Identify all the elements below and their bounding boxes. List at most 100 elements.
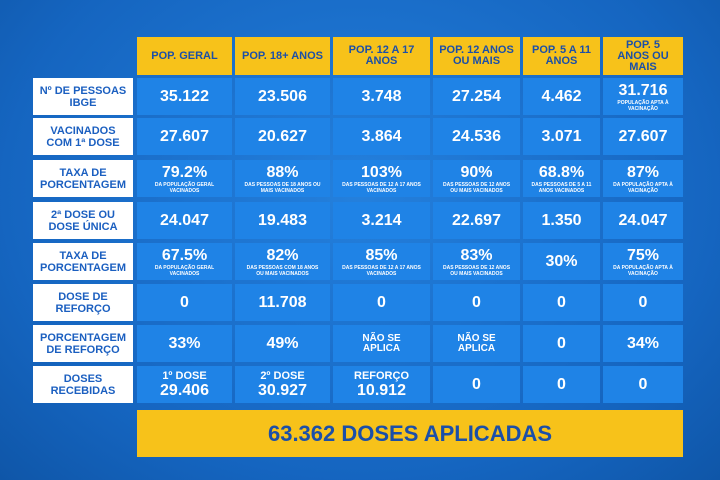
table-cell: 3.214	[333, 202, 430, 239]
table-cell: 103% DAS PESSOAS DE 12 A 17 ANOS VACINADO…	[333, 160, 430, 197]
cell-note: DAS PESSOAS COM 18 ANOS OU MAIS VACINADO…	[246, 264, 319, 277]
cell-value: 0	[377, 294, 386, 311]
cell-value: 3.864	[361, 128, 402, 145]
table-cell: 67.5% DA POPULAÇÃO GERAL VACINADOS	[137, 243, 232, 280]
cell-note: DAS PESSOAS DE 12 ANOS OU MAIS VACINADOS	[442, 181, 511, 194]
cell-value: 27.607	[160, 128, 209, 145]
cell-value: 24.047	[160, 212, 209, 229]
table-cell: 88% DAS PESSOAS DE 18 ANOS OU MAIS VACINA…	[235, 160, 330, 197]
cell-note: DAS PESSOAS DE 5 A 11 ANOS VACINADOS	[531, 181, 592, 194]
cell-value: 3.071	[541, 128, 582, 145]
table-cell: 68.8% DAS PESSOAS DE 5 A 11 ANOS VACINADO…	[523, 160, 600, 197]
cell-value: 31.716	[618, 81, 668, 99]
column-header: POP. 12 A 17 ANOS	[333, 37, 430, 75]
row-label: 2ª DOSE OU DOSE ÚNICA	[33, 202, 133, 239]
cell-value: 0	[557, 376, 566, 393]
cell-value: 24.047	[618, 212, 668, 229]
table-cell: 35.122	[137, 78, 232, 115]
table-cell: 3.071	[523, 118, 600, 155]
cell-value: 68.8%	[538, 163, 585, 181]
table-cell: 90% DAS PESSOAS DE 12 ANOS OU MAIS VACINA…	[433, 160, 520, 197]
cell-value: 11.708	[258, 294, 307, 311]
column-header: POP. 18+ ANOS	[235, 37, 330, 75]
cell-note: DA POPULAÇÃO GERAL VACINADOS	[154, 181, 215, 194]
table-cell: 1.350	[523, 202, 600, 239]
cell-value: 75%	[626, 246, 660, 264]
table-cell: 30%	[523, 243, 600, 280]
table-cell: 27.607	[603, 118, 683, 155]
table-cell: 31.716 POPULAÇÃO APTA À VACINAÇÃO	[603, 78, 683, 115]
cell-value: 4.462	[541, 88, 582, 105]
table-cell: 20.627	[235, 118, 330, 155]
cell-value: 20.627	[258, 128, 307, 145]
table-cell: 1º DOSE 29.406	[137, 366, 232, 403]
table-cell: 87% DA POPULAÇÃO APTA À VACINAÇÃO	[603, 160, 683, 197]
column-header: POP. GERAL	[137, 37, 232, 75]
cell-value: 33%	[168, 335, 201, 352]
cell-value: 29.406	[160, 381, 209, 399]
table-cell: 0	[603, 284, 683, 321]
cell-value: 0	[557, 335, 566, 352]
table-cell: NÃO SE APLICA	[433, 325, 520, 362]
cell-caption: REFORÇO	[354, 369, 409, 382]
cell-note: DA POPULAÇÃO GERAL VACINADOS	[154, 264, 215, 277]
table-cell: 0	[333, 284, 430, 321]
cell-value: 27.254	[452, 88, 501, 105]
table-cell: 0	[523, 366, 600, 403]
table-cell: 0	[523, 284, 600, 321]
cell-value: 22.697	[452, 212, 501, 229]
table-cell: 0	[433, 284, 520, 321]
row-label: DOSE DE REFORÇO	[33, 284, 133, 321]
table-cell: 19.483	[235, 202, 330, 239]
total-banner: 63.362 DOSES APLICADAS	[137, 410, 683, 457]
cell-value: 3.748	[361, 88, 402, 105]
cell-value: 30.927	[258, 381, 307, 399]
table-cell: 75% DA POPULAÇÃO APTA À VACINAÇÃO	[603, 243, 683, 280]
cell-value: 0	[557, 294, 566, 311]
cell-note: DA POPULAÇÃO APTA À VACINAÇÃO	[613, 181, 673, 194]
cell-note: DAS PESSOAS DE 12 A 17 ANOS VACINADOS	[342, 181, 421, 194]
cell-note: DAS PESSOAS DE 12 ANOS OU MAIS VACINADOS	[442, 264, 511, 277]
table-cell: 34%	[603, 325, 683, 362]
cell-value: 103%	[361, 163, 402, 181]
table-cell: REFORÇO 10.912	[333, 366, 430, 403]
table-cell: 3.748	[333, 78, 430, 115]
table-cell: 4.462	[523, 78, 600, 115]
table-cell: 27.254	[433, 78, 520, 115]
cell-value: 0	[472, 376, 481, 393]
cell-note: POPULAÇÃO APTA À VACINAÇÃO	[617, 99, 669, 112]
cell-value: 0	[638, 376, 648, 393]
cell-caption: 1º DOSE	[162, 369, 207, 382]
cell-value: 82%	[266, 246, 299, 264]
row-label: PORCENTAGEM DE REFORÇO	[33, 325, 133, 362]
cell-value: 0	[638, 294, 648, 311]
cell-value: 79.2%	[161, 163, 208, 181]
column-header: POP. 5 A 11 ANOS	[523, 37, 600, 75]
table-cell: 2º DOSE 30.927	[235, 366, 330, 403]
cell-value: 10.912	[357, 381, 406, 399]
cell-value: NÃO SE APLICA	[457, 332, 496, 354]
cell-value: 67.5%	[161, 246, 208, 264]
cell-caption: 2º DOSE	[260, 369, 305, 382]
table-cell: 83% DAS PESSOAS DE 12 ANOS OU MAIS VACINA…	[433, 243, 520, 280]
table-cell: 11.708	[235, 284, 330, 321]
cell-value: 1.350	[541, 212, 582, 229]
cell-value: 88%	[266, 163, 299, 181]
table-cell: 24.047	[603, 202, 683, 239]
cell-value: 85%	[365, 246, 398, 264]
cell-value: 0	[472, 294, 481, 311]
table-cell: 27.607	[137, 118, 232, 155]
table-cell: 24.047	[137, 202, 232, 239]
cell-value: 87%	[626, 163, 660, 181]
cell-value: 35.122	[160, 88, 209, 105]
table-cell: 0	[523, 325, 600, 362]
column-header: POP. 5 ANOS OU MAIS	[603, 37, 683, 75]
cell-value: 30%	[545, 253, 578, 270]
cell-value: 24.536	[452, 128, 501, 145]
cell-note: DA POPULAÇÃO APTA À VACINAÇÃO	[613, 264, 673, 277]
cell-value: 0	[180, 294, 189, 311]
cell-value: 49%	[266, 335, 299, 352]
row-label: TAXA DE PORCENTAGEM	[33, 160, 133, 197]
row-label: VACINADOS COM 1ª DOSE	[33, 118, 133, 155]
